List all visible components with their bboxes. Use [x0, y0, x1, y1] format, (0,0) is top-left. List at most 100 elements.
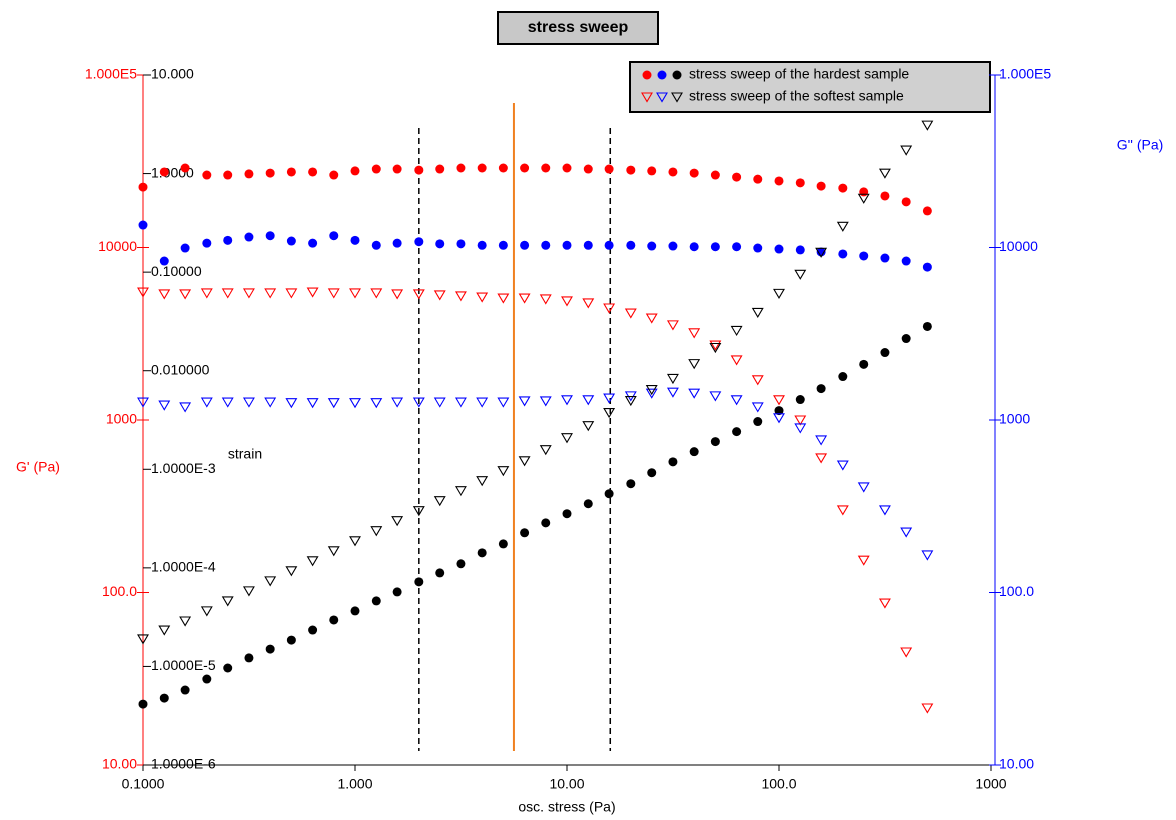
point [308, 288, 318, 297]
y3-tick-label: 0.010000 [151, 361, 210, 377]
point [563, 241, 572, 250]
point [859, 483, 869, 492]
point [605, 165, 614, 174]
point [223, 171, 232, 180]
y3-axis-label: strain [228, 446, 262, 462]
point [435, 398, 445, 407]
point [223, 597, 233, 606]
point [796, 178, 805, 187]
legend-marker [643, 71, 652, 80]
point [520, 397, 530, 406]
point [392, 398, 402, 407]
point [498, 294, 508, 303]
point [605, 489, 614, 498]
legend-label: stress sweep of the hardest sample [689, 66, 909, 82]
point [350, 289, 360, 298]
point [795, 270, 805, 279]
point [180, 403, 190, 412]
point [923, 322, 932, 331]
point [414, 577, 423, 586]
point [880, 348, 889, 357]
point [817, 384, 826, 393]
point [563, 509, 572, 518]
point [160, 694, 169, 703]
y-tick-label: 100.0 [102, 583, 137, 599]
point [584, 165, 593, 174]
point [329, 171, 338, 180]
y2-axis-label: G'' (Pa) [1117, 137, 1164, 153]
point [351, 236, 360, 245]
point [690, 169, 699, 178]
point [372, 596, 381, 605]
y3-tick-label: 0.10000 [151, 263, 202, 279]
point [647, 166, 656, 175]
point [710, 343, 720, 352]
point [160, 167, 169, 176]
point [477, 477, 487, 486]
point [266, 169, 275, 178]
point [498, 398, 508, 407]
point [351, 606, 360, 615]
chart: stress sweep osc. stress (Pa) G' (Pa) G'… [0, 0, 1176, 820]
point [880, 506, 890, 515]
point [541, 446, 551, 455]
point [393, 587, 402, 596]
point [477, 398, 487, 407]
y3-tick-label: 1.0000E-6 [151, 756, 216, 772]
point [710, 392, 720, 401]
point [668, 321, 678, 330]
y-tick-label: 1.000E5 [85, 66, 137, 82]
point [456, 487, 466, 496]
x-tick-label: 0.1000 [122, 776, 165, 792]
point [520, 294, 530, 303]
point [308, 167, 317, 176]
point [456, 239, 465, 248]
y3-tick-label: 1.0000E-3 [151, 460, 216, 476]
point [499, 163, 508, 172]
point [308, 399, 318, 408]
point [583, 422, 593, 431]
point [520, 163, 529, 172]
point [901, 528, 911, 537]
point [371, 289, 381, 298]
point [159, 626, 169, 635]
point [541, 295, 551, 304]
point [774, 289, 784, 298]
point [753, 175, 762, 184]
point [562, 434, 572, 443]
point [690, 242, 699, 251]
point [923, 263, 932, 272]
point [816, 436, 826, 445]
point [880, 169, 890, 178]
point [922, 121, 932, 130]
point [604, 409, 614, 418]
y3-tick-label: 10.000 [151, 66, 194, 82]
point [838, 461, 848, 470]
x-tick-label: 100.0 [761, 776, 796, 792]
point [456, 292, 466, 301]
point [838, 506, 848, 515]
y3-tick-label: 1.0000E-5 [151, 657, 216, 673]
point [308, 626, 317, 635]
point [435, 568, 444, 577]
point [160, 257, 169, 266]
point [732, 173, 741, 182]
point [796, 395, 805, 404]
y-axis-label: G' (Pa) [16, 459, 60, 475]
point [838, 372, 847, 381]
point [351, 166, 360, 175]
point [287, 237, 296, 246]
point [329, 547, 339, 556]
point [499, 241, 508, 250]
point [478, 163, 487, 172]
point [456, 163, 465, 172]
point [775, 245, 784, 254]
point [859, 187, 868, 196]
point [795, 416, 805, 425]
point [180, 290, 190, 299]
point [859, 360, 868, 369]
point [626, 241, 635, 250]
point [223, 289, 233, 298]
point [711, 171, 720, 180]
point [414, 166, 423, 175]
